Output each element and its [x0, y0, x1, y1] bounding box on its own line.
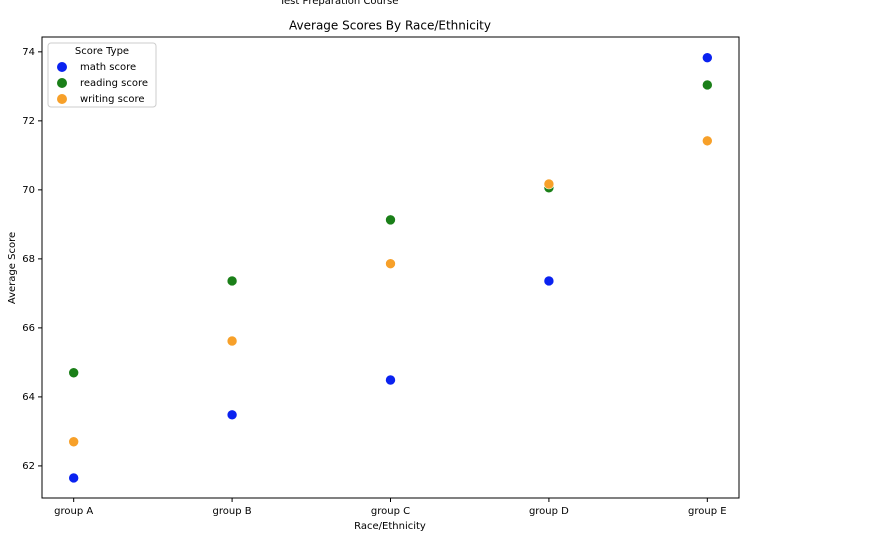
- x-tick-label: group A: [54, 506, 93, 517]
- scatter-point: [543, 275, 555, 287]
- y-tick-label: 62: [22, 461, 35, 472]
- scatter-point: [702, 52, 713, 64]
- legend-marker: [57, 78, 67, 88]
- scatter-point: [68, 367, 79, 379]
- scatter-point: [543, 178, 555, 190]
- legend-marker: [57, 62, 67, 72]
- y-tick-label: 66: [22, 323, 35, 334]
- scatter-point: [226, 275, 238, 287]
- legend-marker: [57, 94, 67, 104]
- legend-box: [47, 42, 157, 108]
- scatter-point: [226, 335, 238, 347]
- x-tick-label: group D: [529, 506, 569, 517]
- y-tick-label: 70: [22, 185, 35, 196]
- x-tick-label: group E: [688, 506, 727, 517]
- y-tick-label: 68: [22, 254, 35, 265]
- y-tick-label: 72: [22, 116, 35, 127]
- scatter-point: [68, 436, 79, 448]
- scatter-point: [385, 374, 396, 386]
- y-axis-label: Average Score: [7, 232, 18, 304]
- y-tick-label: 64: [22, 392, 35, 403]
- scatter-point: [68, 472, 79, 484]
- legend-label: math score: [80, 62, 136, 73]
- y-tick-label: 74: [22, 47, 35, 58]
- scatter-point: [702, 135, 713, 147]
- legend-label: reading score: [80, 78, 148, 89]
- x-tick-label: group B: [213, 506, 252, 517]
- legend-title: Score Type: [75, 46, 129, 57]
- legend-label: writing score: [80, 94, 145, 105]
- scatter-point: [226, 409, 238, 421]
- x-tick-label: group C: [371, 506, 410, 517]
- scatter-point: [385, 214, 396, 226]
- chart-title: Average Scores By Race/Ethnicity: [289, 19, 491, 33]
- scatter-point: [702, 79, 713, 91]
- header-text: Test Preparation Course: [279, 0, 399, 7]
- scatter-point: [385, 258, 396, 270]
- x-axis-label: Race/Ethnicity: [354, 521, 426, 532]
